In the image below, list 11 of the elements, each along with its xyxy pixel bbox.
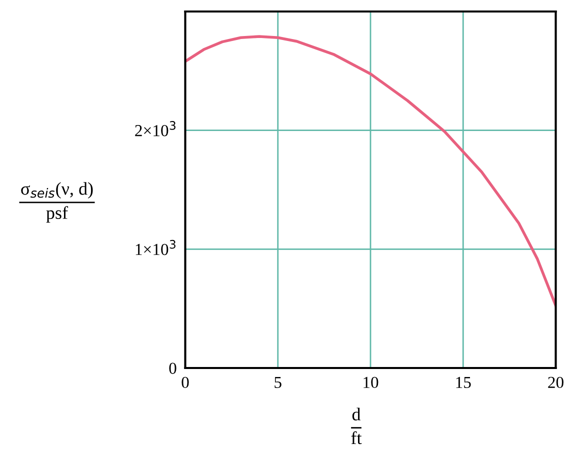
x-tick-label: 10 [364,376,378,388]
y-tick-label: 2×10$^{3}$ [135,121,176,136]
line-series [185,35,556,307]
y-axis-title: σ$_{seis}$(ν, d) psf [21,182,93,223]
x-tick-label: 0 [182,376,189,388]
y-tick-label: 1×10$^{3}$ [136,240,176,256]
x-tick-label: 20 [548,376,564,388]
y-tick-label: 0 [169,362,176,374]
x-axis-title: d ft [351,408,362,444]
x-tick-label: 15 [456,376,471,388]
x-tick-label: 5 [274,376,282,388]
